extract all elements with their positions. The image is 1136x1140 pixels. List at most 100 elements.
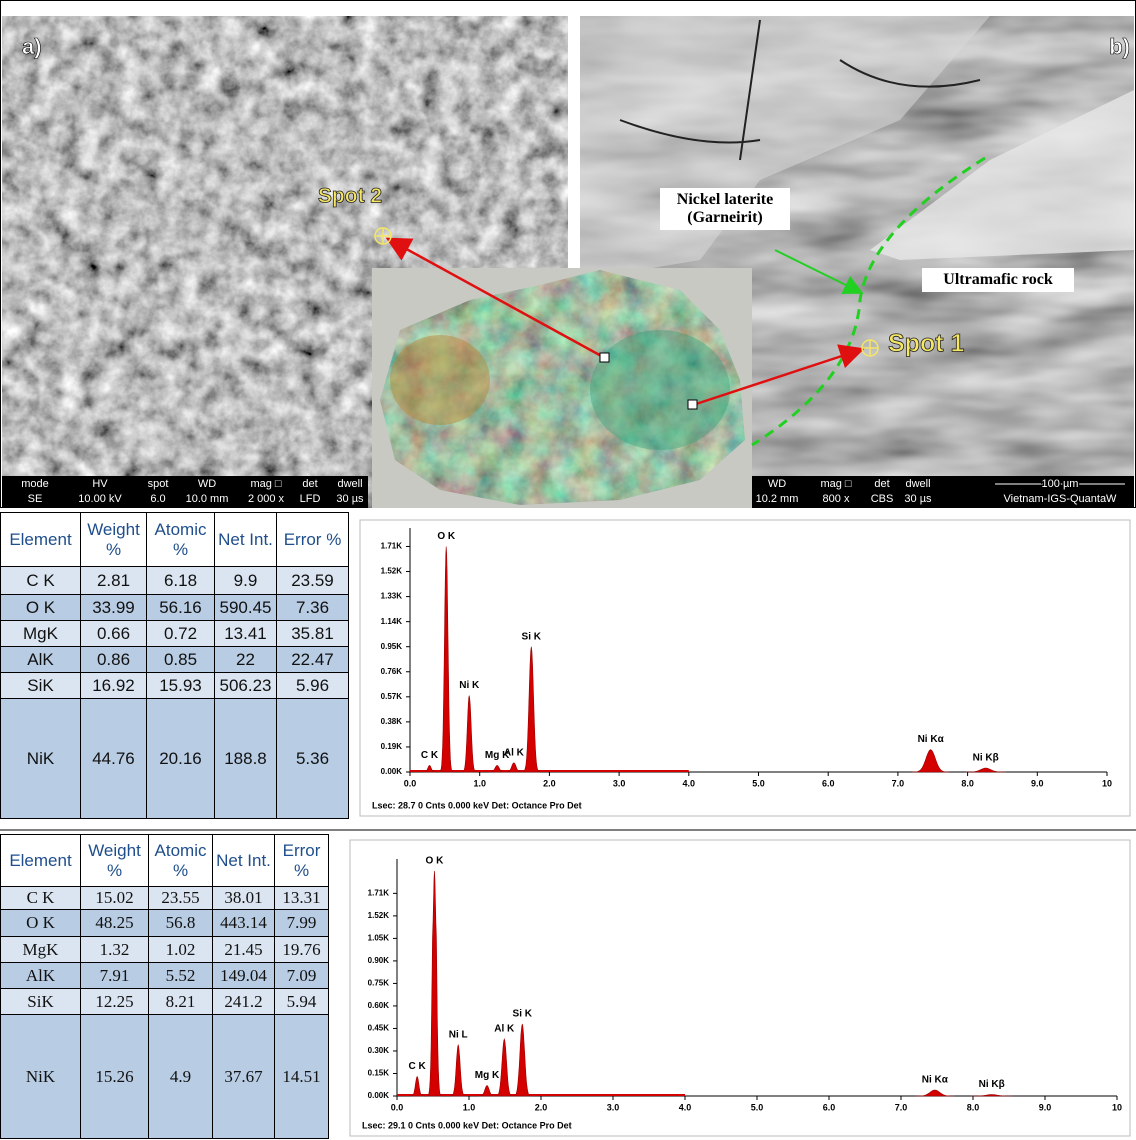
table-header: Net Int.	[214, 512, 277, 567]
y-tick-label: 0.00K	[381, 767, 403, 776]
table-cell: SiK	[0, 672, 81, 699]
table-cell: 443.14	[212, 909, 275, 937]
databar-value: CBS	[871, 493, 894, 505]
table-cell: AlK	[0, 646, 81, 673]
table-cell: 7.36	[276, 594, 349, 621]
brown-mineral	[390, 335, 490, 425]
table-cell: 1.32	[80, 936, 149, 963]
databar-value: 800 x	[823, 493, 850, 505]
databar-head: dwell	[337, 478, 362, 490]
databar-value: 10.00 kV	[78, 493, 122, 505]
table-cell: NiK	[0, 698, 81, 819]
table-cell: 241.2	[212, 988, 275, 1015]
table-cell: 15.02	[80, 886, 149, 910]
table-cell: 590.45	[214, 594, 277, 621]
rock-sample	[380, 270, 745, 505]
peak	[915, 1089, 955, 1097]
panel-label: a)	[22, 34, 42, 59]
table-cell: 44.76	[80, 698, 147, 819]
y-tick-label: 0.19K	[381, 742, 403, 751]
peak-label: Ni Kα	[922, 1075, 949, 1086]
y-tick-label: 0.30K	[368, 1046, 390, 1055]
x-tick-label: 2.0	[543, 778, 556, 788]
green-mineral	[590, 330, 730, 450]
x-tick-label: 9.0	[1039, 1102, 1052, 1112]
peak-label: C K	[409, 1061, 427, 1072]
table-cell: 56.16	[146, 594, 215, 621]
target-spot-2	[374, 227, 392, 245]
x-tick-label: 8.0	[967, 1102, 980, 1112]
y-tick-label: 1.71K	[368, 888, 390, 897]
table-cell: 5.36	[276, 698, 349, 819]
x-tick-label: 5.0	[751, 1102, 764, 1112]
table-cell: 2.81	[80, 566, 147, 595]
table-cell: SiK	[0, 988, 81, 1015]
y-tick-label: 1.14K	[381, 617, 403, 626]
table-header: Atomic %	[146, 512, 215, 567]
table-cell: 12.25	[80, 988, 149, 1015]
table-cell: 20.16	[146, 698, 215, 819]
peak	[912, 749, 950, 773]
x-tick-label: 4.0	[683, 778, 696, 788]
table-cell: O K	[0, 909, 81, 937]
table-cell: 0.66	[80, 620, 147, 647]
table-cell: 37.67	[212, 1014, 275, 1139]
databar-value: 6.0	[150, 493, 165, 505]
table-cell: 13.31	[274, 886, 329, 910]
y-tick-label: 1.71K	[381, 542, 403, 551]
databar-head: HV	[92, 478, 108, 490]
peak	[965, 767, 1006, 773]
table-header: Error %	[276, 512, 349, 567]
y-tick-label: 1.05K	[368, 934, 390, 943]
x-tick-label: 1.0	[473, 778, 486, 788]
table-cell: 7.09	[274, 962, 329, 989]
x-tick-label: 6.0	[823, 1102, 836, 1112]
peak	[450, 1043, 466, 1097]
table-cell: 35.81	[276, 620, 349, 647]
peak	[488, 765, 506, 773]
databar-value: SE	[28, 493, 43, 505]
x-tick-label: 0.0	[391, 1102, 404, 1112]
table-cell: 22	[214, 646, 277, 673]
table-cell: 9.9	[214, 566, 277, 595]
boundary-curve	[751, 156, 986, 447]
peak	[512, 1023, 532, 1097]
x-tick-label: 0.0	[404, 778, 417, 788]
y-tick-label: 1.33K	[381, 592, 403, 601]
peak	[505, 762, 523, 773]
table-cell: 506.23	[214, 672, 277, 699]
table-cell: 23.55	[148, 886, 213, 910]
x-tick-label: 10	[1102, 778, 1112, 788]
table-header: Weight %	[80, 834, 149, 887]
table-cell: C K	[0, 566, 81, 595]
table-cell: 188.8	[214, 698, 277, 819]
y-tick-label: 0.38K	[381, 717, 403, 726]
y-tick-label: 0.95K	[381, 642, 403, 651]
databar-head: spot	[148, 478, 169, 490]
peak-label: Al K	[504, 747, 525, 758]
table-cell: 48.25	[80, 909, 149, 937]
databar-head: WD	[768, 478, 786, 490]
databar-value: 30 µs	[904, 493, 932, 505]
table-cell: 7.91	[80, 962, 149, 989]
y-tick-label: 0.75K	[368, 979, 390, 988]
table-cell: 23.59	[276, 566, 349, 595]
peak	[478, 1085, 496, 1097]
table-cell: 1.02	[148, 936, 213, 963]
table-cell: O K	[0, 594, 81, 621]
databar-b	[752, 476, 1134, 508]
x-tick-label: 8.0	[961, 778, 974, 788]
red-arrow	[385, 237, 606, 360]
table-cell: 0.72	[146, 620, 215, 647]
peak	[439, 546, 454, 773]
table-cell: 22.47	[276, 646, 349, 673]
y-tick-label: 1.52K	[368, 911, 390, 920]
databar-head: det	[302, 478, 317, 490]
peak	[410, 1075, 424, 1097]
peak-label: Al K	[494, 1024, 515, 1035]
spot-label: Spot 2	[318, 185, 382, 208]
peak-label: O K	[426, 855, 445, 866]
panel-label: b)	[1109, 34, 1130, 59]
